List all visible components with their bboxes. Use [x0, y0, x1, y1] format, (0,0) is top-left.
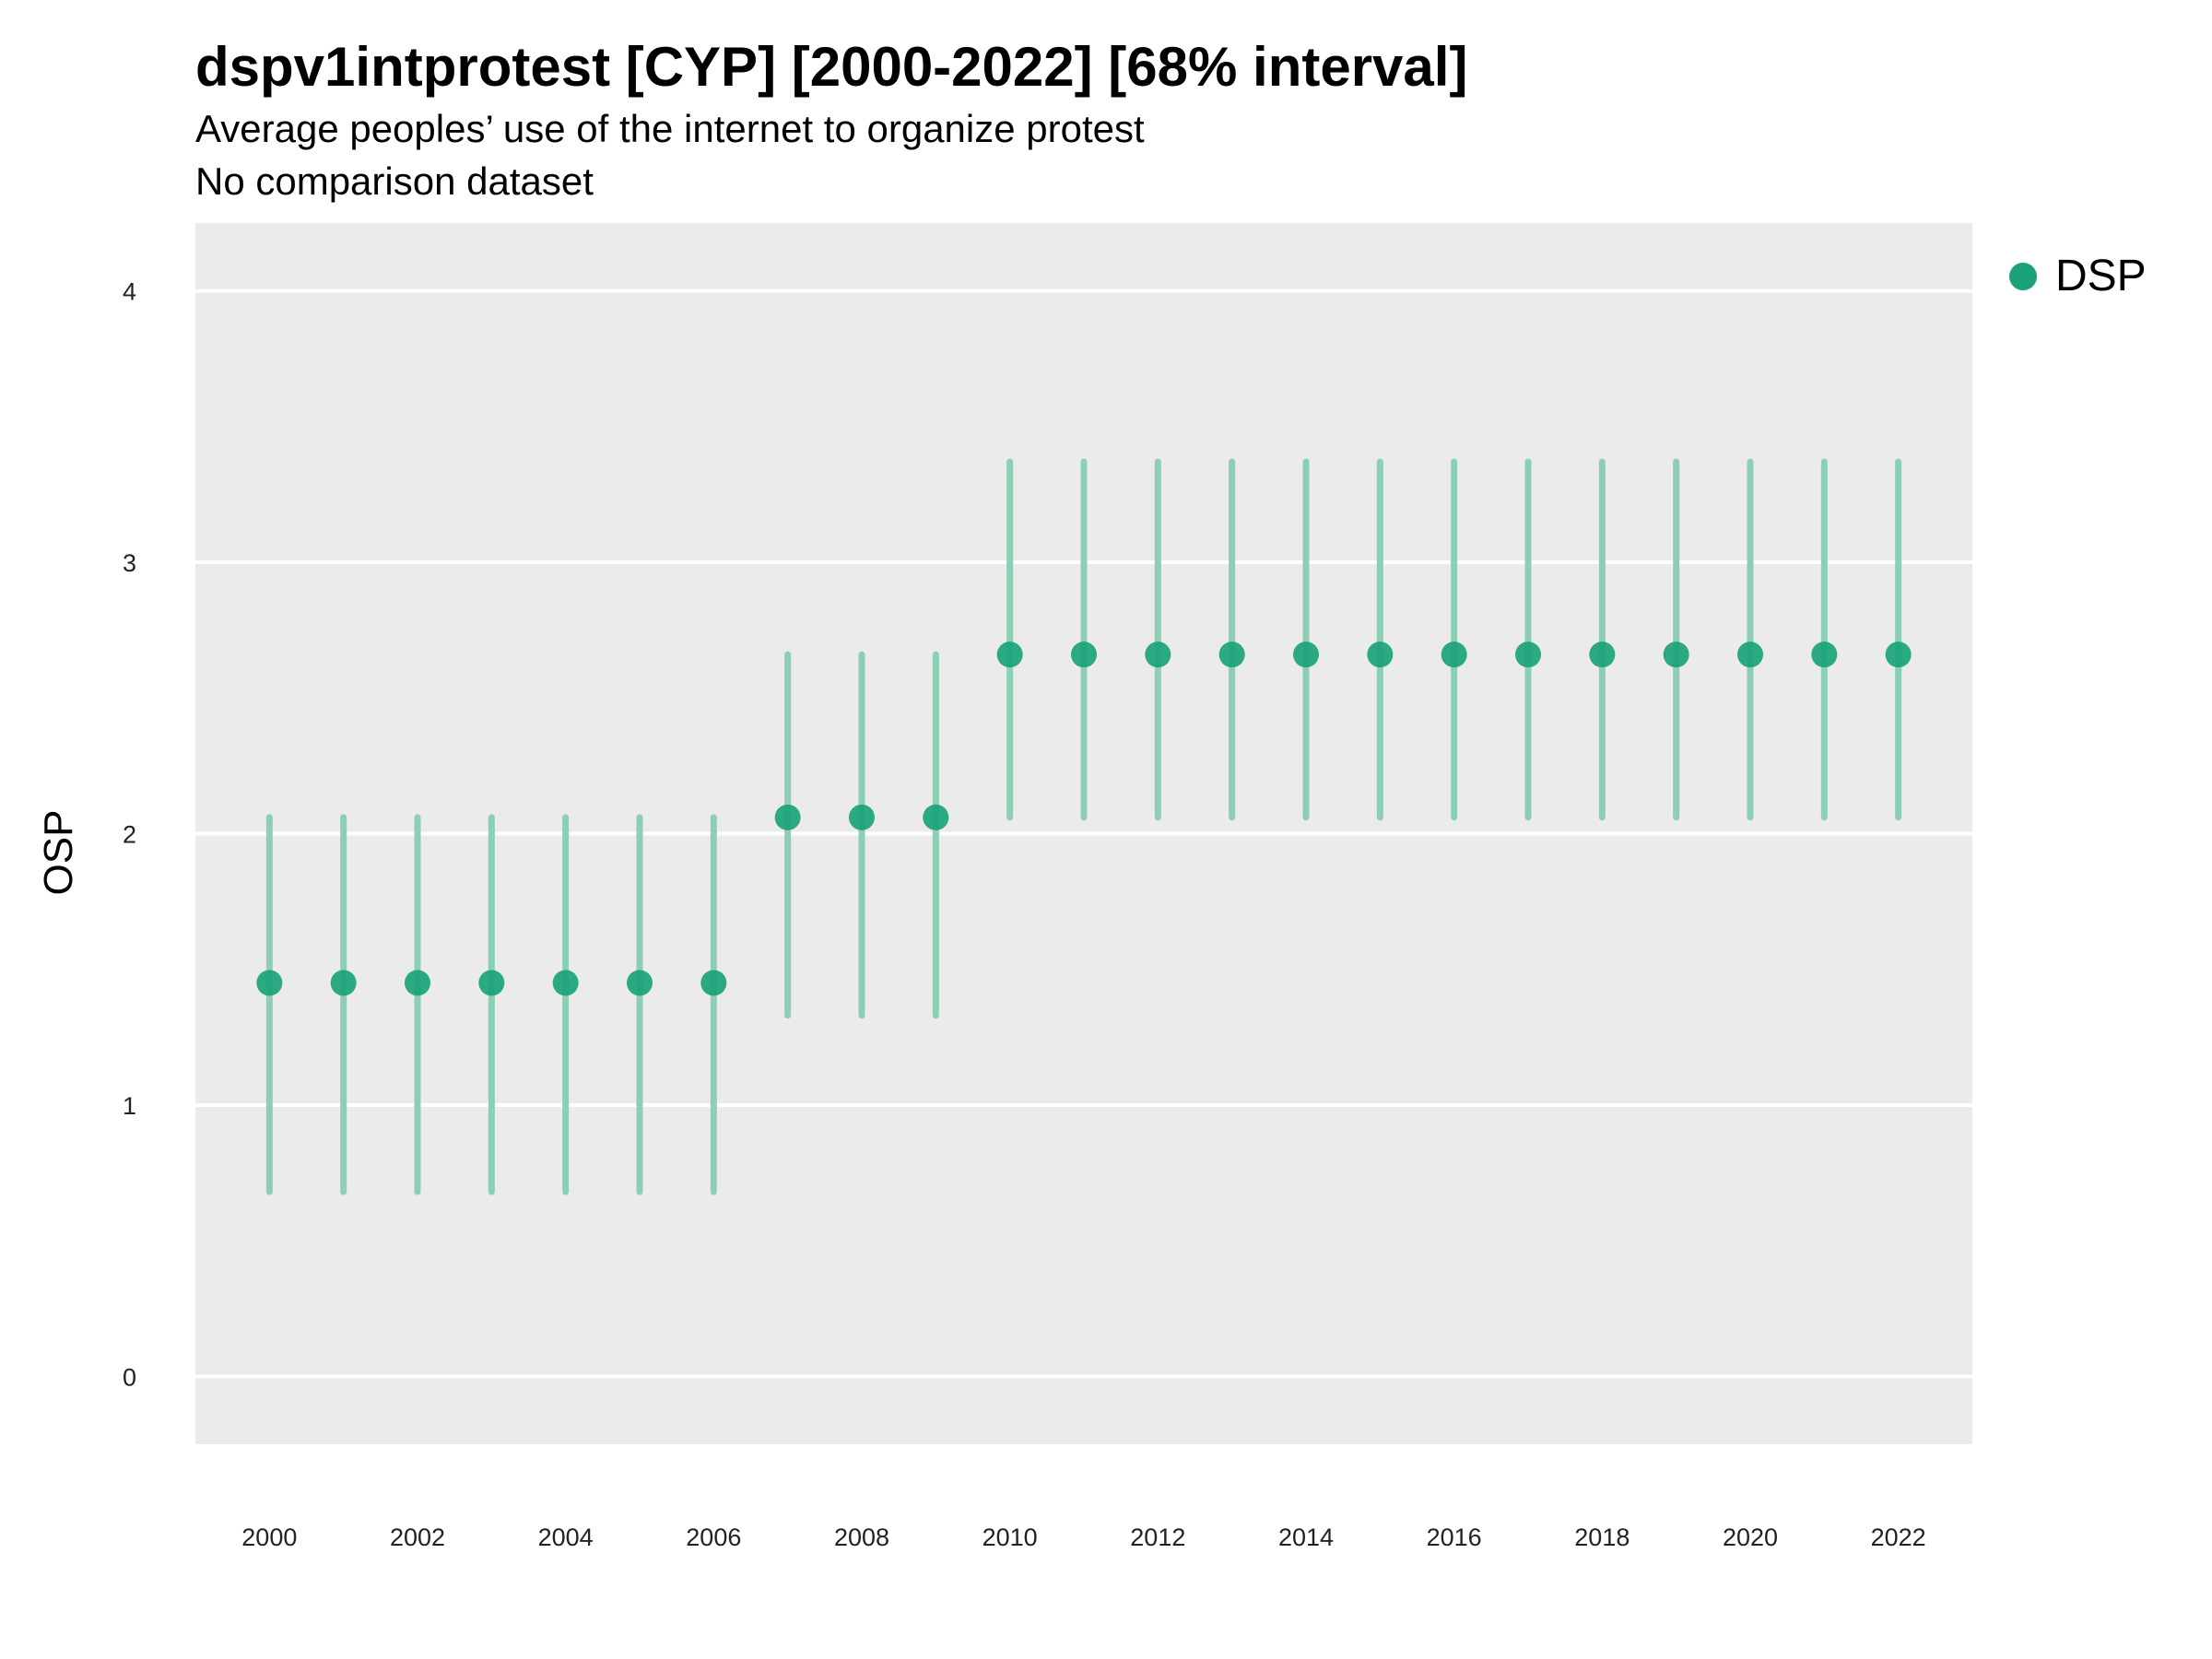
x-tick-label-2012: 2012 — [1130, 1524, 1185, 1551]
data-point-2002 — [405, 970, 430, 996]
legend: DSP — [2009, 251, 2147, 301]
x-tick-label-2002: 2002 — [390, 1524, 445, 1551]
data-point-2009 — [923, 804, 949, 830]
legend-label: DSP — [2055, 252, 2147, 300]
y-tick-label-0: 0 — [123, 1363, 136, 1391]
y-tick-label-3: 3 — [123, 549, 136, 577]
data-point-2021 — [1811, 641, 1838, 668]
data-point-2015 — [1367, 641, 1394, 668]
data-point-2016 — [1441, 641, 1467, 668]
x-tick-label-2016: 2016 — [1427, 1524, 1482, 1551]
x-tick-label-2008: 2008 — [834, 1524, 889, 1551]
data-point-2001 — [330, 970, 357, 996]
data-point-2012 — [1145, 641, 1171, 668]
data-point-2005 — [627, 970, 653, 996]
x-tick-label-2000: 2000 — [241, 1524, 297, 1551]
data-point-2006 — [700, 970, 727, 996]
x-tick-label-2014: 2014 — [1278, 1524, 1334, 1551]
x-tick-label-2010: 2010 — [982, 1524, 1038, 1551]
data-point-2014 — [1293, 641, 1319, 668]
y-axis-label: OSP — [36, 810, 81, 896]
y-tick-label-4: 4 — [123, 278, 136, 306]
data-point-2007 — [774, 804, 801, 830]
chart-subtitle: Average peoples’ use of the internet to … — [195, 107, 1145, 150]
y-tick-label-2: 2 — [123, 821, 136, 849]
data-point-2003 — [478, 970, 505, 996]
x-tick-label-2022: 2022 — [1871, 1524, 1926, 1551]
x-tick-label-2004: 2004 — [538, 1524, 594, 1551]
x-tick-label-2020: 2020 — [1723, 1524, 1778, 1551]
y-tick-label-1: 1 — [123, 1092, 136, 1120]
x-tick-label-2018: 2018 — [1574, 1524, 1630, 1551]
data-point-2019 — [1663, 641, 1689, 668]
x-tick-label-2006: 2006 — [686, 1524, 741, 1551]
data-point-2013 — [1218, 641, 1245, 668]
data-points — [256, 641, 1912, 996]
data-point-2010 — [996, 641, 1023, 668]
data-point-2020 — [1737, 641, 1763, 668]
data-point-2004 — [552, 970, 579, 996]
y-axis-ticks: 0 1 2 3 4 — [123, 278, 136, 1392]
data-point-2017 — [1515, 641, 1541, 668]
interval-bars — [265, 458, 1902, 1195]
data-point-2000 — [256, 970, 283, 996]
x-axis-ticks: 2000 2002 2004 2006 2008 2010 2012 2014 2016 2018… — [241, 1524, 1925, 1551]
data-point-2008 — [849, 804, 875, 830]
data-point-2011 — [1071, 641, 1097, 668]
chart-title: dspv1intprotest [CYP] [2000-2022] [68% i… — [195, 36, 1468, 98]
chart-subtitle-secondary: No comparison dataset — [195, 159, 594, 203]
data-point-2018 — [1589, 641, 1616, 668]
legend-dot-icon — [2009, 262, 2037, 290]
data-point-2022 — [1885, 641, 1912, 668]
